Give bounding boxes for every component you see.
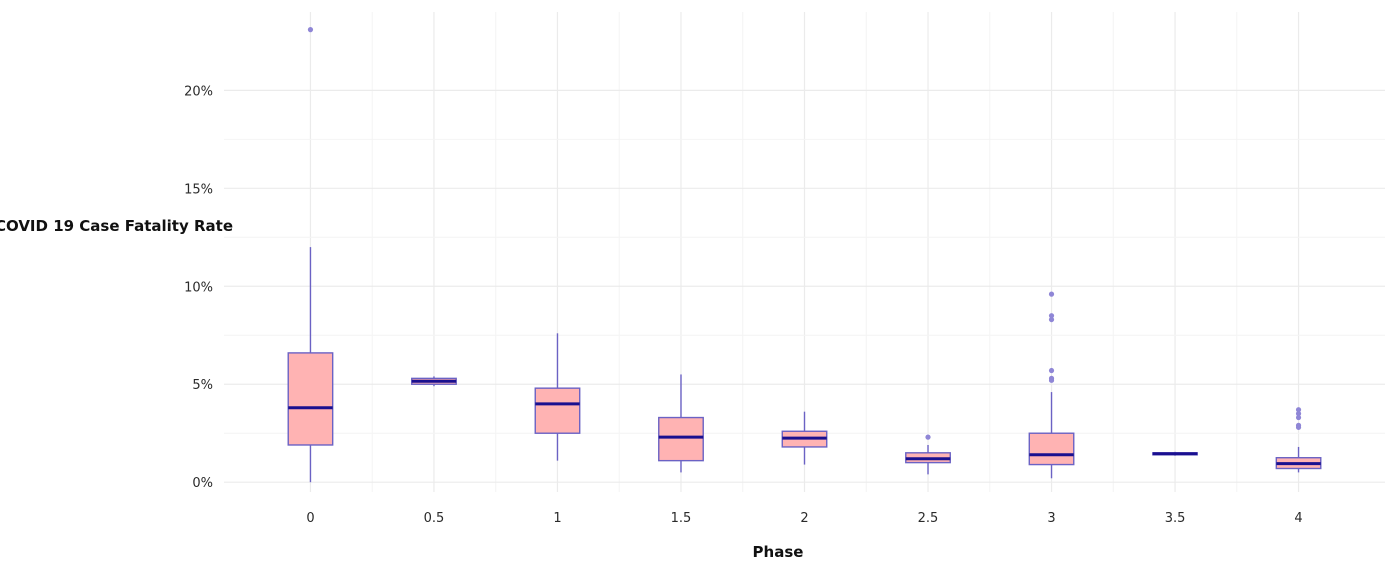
box [1028, 432, 1075, 466]
x-tick-label: 4 [1294, 511, 1302, 526]
y-tick-label: 10% [184, 280, 213, 295]
box-group [1275, 407, 1322, 473]
x-axis-title: Phase [753, 543, 804, 561]
y-tick-label: 15% [184, 182, 213, 197]
x-tick-label: 2 [800, 511, 808, 526]
box [287, 352, 334, 446]
outlier-point [1048, 375, 1055, 381]
tick-labels: 0 0.5 1 1.5 2 2.5 3 3.5 4 0% 5% 10% 15% 20% [184, 84, 1303, 526]
outlier-point [1295, 411, 1302, 417]
box [534, 387, 581, 434]
box-group [905, 434, 951, 475]
outlier-point [1048, 291, 1055, 297]
x-tick-label: 3 [1047, 511, 1055, 526]
outlier-point [925, 434, 931, 440]
x-tick-label: 0.5 [424, 511, 445, 526]
outlier-point [1048, 316, 1055, 323]
outlier-point [1048, 367, 1055, 374]
outlier-point [1295, 414, 1302, 421]
box-group [781, 411, 828, 465]
box-group [658, 374, 704, 473]
box-group [287, 27, 334, 483]
x-tick-label: 1 [553, 511, 561, 526]
y-axis-title: COVID 19 Case Fatality Rate [0, 217, 233, 235]
outlier-point [1295, 407, 1302, 413]
box [658, 416, 704, 462]
outlier-point [307, 27, 314, 33]
box-group [411, 376, 457, 387]
outlier-point [1048, 313, 1055, 319]
x-tick-label: 1.5 [671, 511, 692, 526]
box-group [534, 333, 581, 461]
box-group [1028, 291, 1075, 479]
grid-lines [224, 12, 1385, 492]
y-tick-label: 5% [192, 378, 213, 393]
y-tick-label: 0% [192, 476, 213, 491]
box-series [287, 27, 1322, 483]
x-tick-label: 0 [306, 511, 314, 526]
outlier-point [1295, 422, 1302, 428]
x-tick-label: 3.5 [1165, 511, 1186, 526]
x-tick-label: 2.5 [918, 511, 939, 526]
y-tick-label: 20% [184, 84, 213, 99]
box-group [1152, 451, 1198, 456]
